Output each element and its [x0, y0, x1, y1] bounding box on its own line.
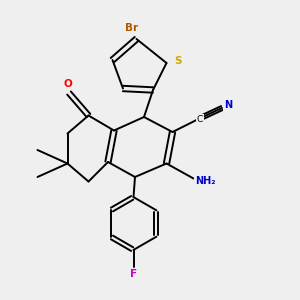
Text: NH₂: NH₂	[195, 176, 215, 186]
Text: F: F	[130, 268, 137, 279]
Text: O: O	[63, 79, 72, 89]
Text: S: S	[174, 56, 182, 67]
Text: Br: Br	[125, 22, 139, 33]
Text: C: C	[197, 115, 203, 124]
Text: N: N	[224, 100, 232, 110]
